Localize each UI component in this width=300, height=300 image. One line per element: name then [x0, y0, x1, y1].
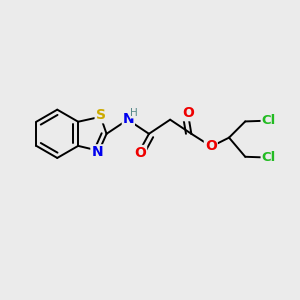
Text: O: O: [182, 106, 194, 120]
Text: H: H: [130, 108, 138, 118]
Text: O: O: [205, 139, 217, 153]
Text: N: N: [122, 112, 134, 126]
Text: N: N: [92, 145, 103, 159]
Text: Cl: Cl: [261, 114, 275, 127]
Text: Cl: Cl: [261, 151, 275, 164]
Text: O: O: [134, 146, 146, 160]
Text: S: S: [96, 108, 106, 122]
